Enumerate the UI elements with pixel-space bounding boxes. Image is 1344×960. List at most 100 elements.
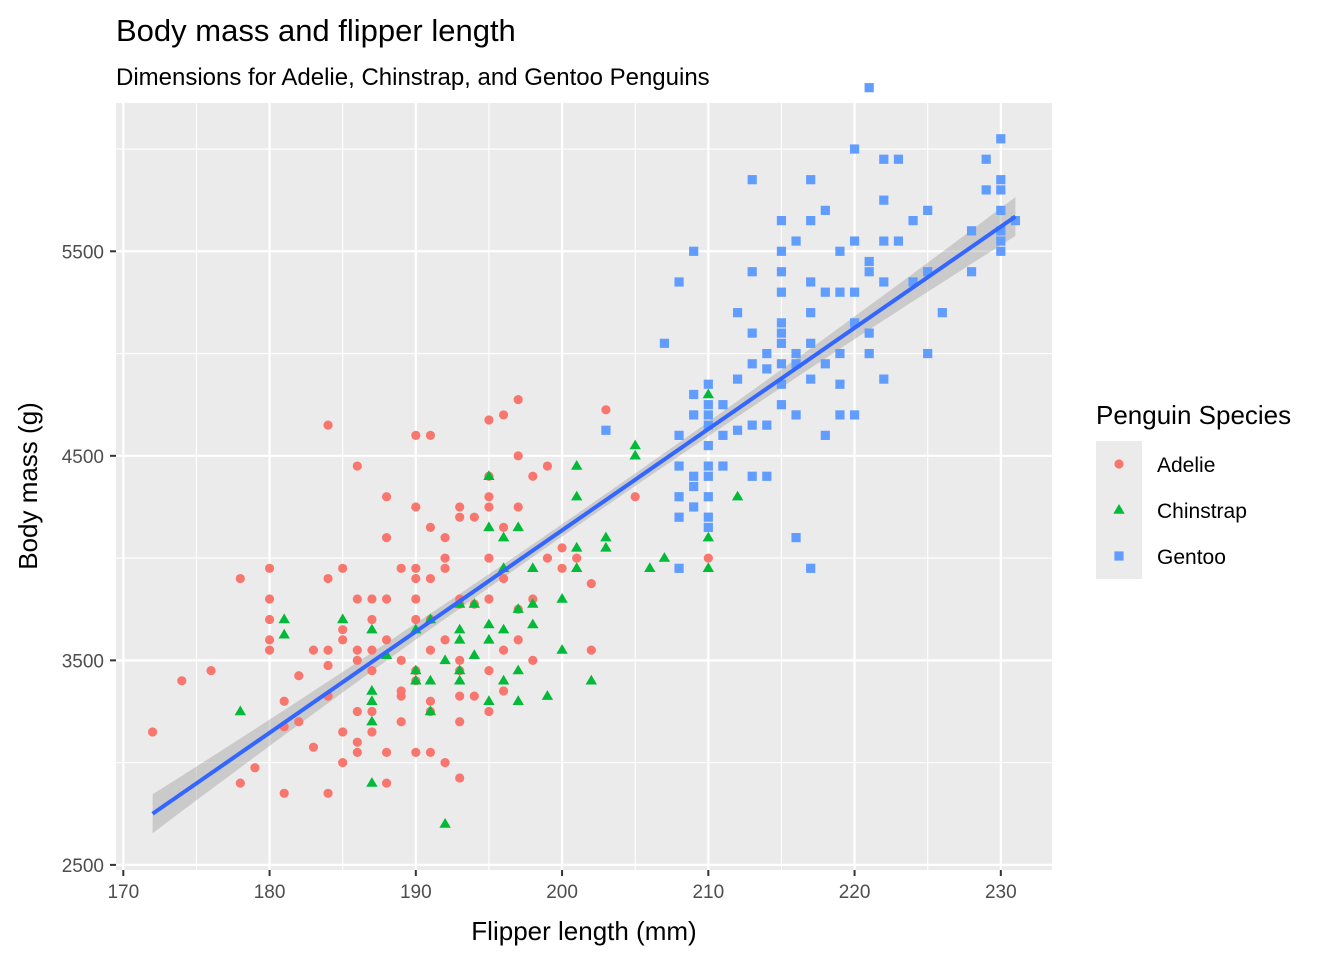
point-gentoo xyxy=(747,328,757,338)
point-adelie xyxy=(411,563,421,573)
point-adelie xyxy=(396,563,406,573)
point-adelie xyxy=(308,742,319,752)
point-adelie xyxy=(264,563,275,573)
point-adelie xyxy=(586,645,596,655)
point-gentoo xyxy=(791,236,801,246)
legend-keys xyxy=(1113,459,1125,561)
point-adelie xyxy=(528,471,538,481)
point-gentoo xyxy=(996,226,1006,236)
axes: 170 180 190 200 210 220 230 2500 3500 4500 5500 xyxy=(62,242,1017,903)
point-adelie xyxy=(206,665,216,676)
point-gentoo xyxy=(806,374,816,384)
point-gentoo xyxy=(732,425,743,435)
point-adelie xyxy=(367,614,377,625)
point-chinstrap xyxy=(541,690,554,700)
point-chinstrap xyxy=(629,449,641,460)
point-adelie xyxy=(513,502,523,512)
point-chinstrap xyxy=(483,695,495,705)
point-adelie xyxy=(367,727,377,737)
point-chinstrap xyxy=(366,623,378,634)
point-adelie xyxy=(601,405,611,415)
point-adelie xyxy=(294,717,304,727)
chart-subtitle: Dimensions for Adelie, Chinstrap, and Ge… xyxy=(116,64,710,91)
point-gentoo xyxy=(908,277,918,287)
point-gentoo xyxy=(981,185,991,195)
point-gentoo xyxy=(996,236,1006,246)
point-adelie xyxy=(381,492,392,502)
point-chinstrap xyxy=(410,664,422,675)
trend-line xyxy=(151,214,1017,816)
point-adelie xyxy=(279,696,289,706)
point-adelie xyxy=(572,553,582,563)
point-adelie xyxy=(455,502,465,512)
point-gentoo xyxy=(923,205,933,215)
point-gentoo xyxy=(703,379,713,389)
point-gentoo xyxy=(849,318,860,328)
point-chinstrap xyxy=(512,664,524,675)
point-chinstrap xyxy=(658,552,671,562)
point-gentoo xyxy=(937,308,947,318)
point-adelie xyxy=(703,553,713,563)
point-chinstrap xyxy=(483,470,495,480)
point-adelie xyxy=(250,763,260,773)
point-gentoo xyxy=(703,440,713,451)
point-chinstrap xyxy=(571,541,583,552)
point-gentoo xyxy=(893,236,904,246)
point-chinstrap xyxy=(410,674,422,685)
point-adelie xyxy=(367,665,377,676)
point-gentoo xyxy=(689,481,699,492)
point-gentoo xyxy=(601,425,611,435)
point-adelie xyxy=(381,747,392,757)
point-chinstrap xyxy=(278,628,290,639)
point-chinstrap xyxy=(439,818,451,828)
y-tick-label: 3500 xyxy=(62,651,104,672)
point-adelie xyxy=(513,635,523,645)
point-gentoo xyxy=(703,461,713,471)
point-chinstrap xyxy=(571,460,583,470)
point-adelie xyxy=(338,635,348,645)
point-gentoo xyxy=(849,287,860,297)
x-tick-label: 230 xyxy=(985,882,1017,903)
legend-label-chinstrap: Chinstrap xyxy=(1157,500,1247,523)
point-gentoo xyxy=(820,430,830,440)
point-adelie xyxy=(484,415,494,425)
point-gentoo xyxy=(996,205,1006,215)
point-adelie xyxy=(367,594,377,604)
point-gentoo xyxy=(689,471,699,481)
point-adelie xyxy=(396,655,406,665)
point-chinstrap xyxy=(497,531,510,542)
point-gentoo xyxy=(923,348,933,359)
point-gentoo xyxy=(806,563,816,573)
legend-label-gentoo: Gentoo xyxy=(1157,546,1226,569)
point-gentoo xyxy=(996,246,1006,256)
point-chinstrap xyxy=(366,715,378,726)
point-gentoo xyxy=(966,226,977,236)
point-gentoo xyxy=(849,144,860,154)
point-adelie xyxy=(352,645,362,655)
point-adelie xyxy=(235,573,245,584)
point-chinstrap xyxy=(454,633,466,644)
point-gentoo xyxy=(674,492,684,502)
point-gentoo xyxy=(703,400,713,410)
point-adelie xyxy=(323,645,333,655)
point-gentoo xyxy=(703,410,713,420)
point-adelie xyxy=(411,747,421,757)
point-adelie xyxy=(279,788,289,798)
legend-label-adelie: Adelie xyxy=(1157,454,1215,477)
point-gentoo xyxy=(879,236,889,246)
point-gentoo xyxy=(864,348,874,359)
point-chinstrap xyxy=(366,685,378,695)
point-adelie xyxy=(264,594,275,604)
point-adelie xyxy=(264,635,275,645)
point-gentoo xyxy=(835,410,845,420)
point-chinstrap xyxy=(600,541,612,552)
legend-key-gentoo xyxy=(1114,551,1124,561)
point-chinstrap xyxy=(454,664,466,675)
point-adelie xyxy=(323,660,333,671)
data-points xyxy=(147,83,1021,828)
point-gentoo xyxy=(835,287,845,297)
point-gentoo xyxy=(674,563,684,573)
point-gentoo xyxy=(879,374,889,384)
point-adelie xyxy=(528,655,538,665)
point-adelie xyxy=(425,747,436,757)
